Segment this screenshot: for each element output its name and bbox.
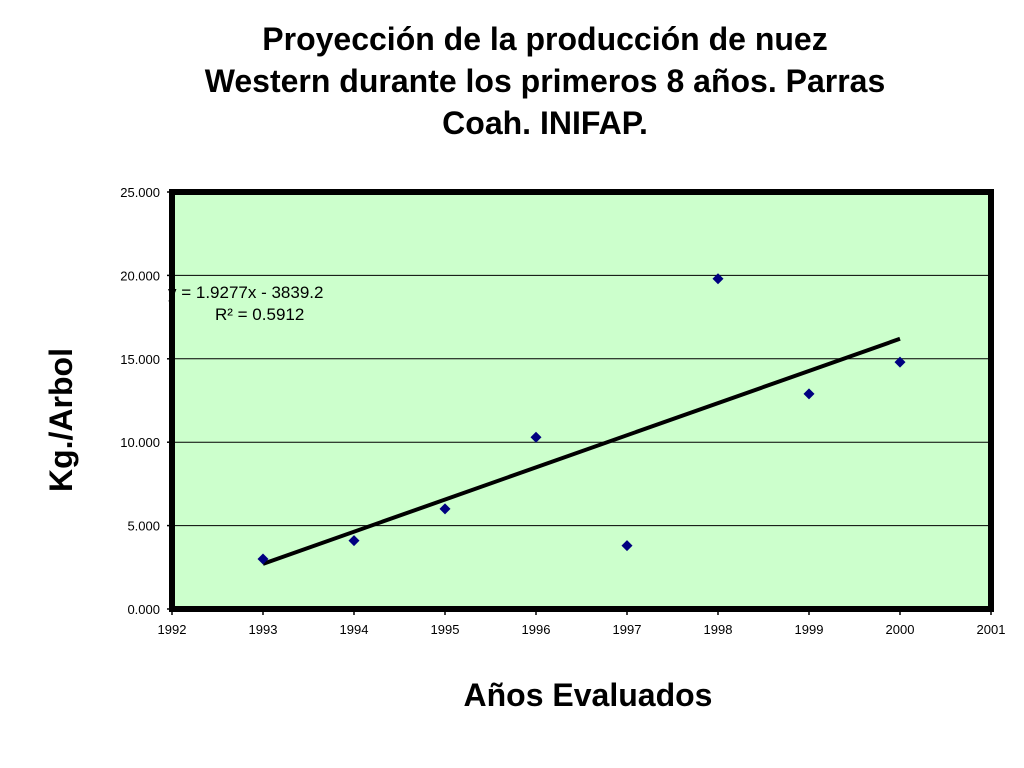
data-point-marker <box>439 503 451 515</box>
x-tick-label: 2000 <box>886 622 915 637</box>
data-point-marker <box>530 431 542 443</box>
chart-title: Proyección de la producción de nuez West… <box>100 18 990 144</box>
chart-title-line-1: Proyección de la producción de nuez <box>262 21 828 57</box>
trendline-r-squared: R² = 0.5912 <box>215 305 304 324</box>
x-tick-label: 1992 <box>158 622 187 637</box>
data-point-marker <box>894 356 906 368</box>
data-points <box>257 273 906 565</box>
y-axis-title: Kg./Arbol <box>43 348 79 492</box>
x-tick-label: 1993 <box>249 622 278 637</box>
data-point-marker <box>621 540 633 552</box>
data-point-marker <box>803 388 815 400</box>
trendline <box>262 336 901 566</box>
chart-title-line-2: Western durante los primeros 8 años. Par… <box>204 63 886 99</box>
x-axis-ticks: 1992 1993 1994 1995 1996 1997 1998 1999 2000 2001 <box>158 609 1006 637</box>
x-tick-label: 1995 <box>431 622 460 637</box>
trendline-equation: y = 1.9277x - 3839.2 <box>168 283 323 302</box>
data-point-marker <box>712 273 724 285</box>
grid-lines <box>172 274 991 527</box>
x-tick-label: 1996 <box>522 622 551 637</box>
x-tick-label: 2001 <box>977 622 1006 637</box>
y-tick-label: 15.000 <box>120 352 160 367</box>
y-tick-label: 0.000 <box>127 602 160 617</box>
data-point-marker <box>348 535 360 547</box>
y-tick-label: 10.000 <box>120 435 160 450</box>
y-tick-label: 20.000 <box>120 268 160 283</box>
x-tick-label: 1998 <box>704 622 733 637</box>
plot-area <box>172 192 991 609</box>
chart-title-line-3: Coah. INIFAP. <box>442 105 648 141</box>
x-tick-label: 1994 <box>340 622 369 637</box>
x-axis-title: Años Evaluados <box>464 677 713 713</box>
y-tick-label: 25.000 <box>120 185 160 200</box>
y-tick-label: 5.000 <box>127 519 160 534</box>
y-axis-ticks: 0.000 5.000 10.000 15.000 20.000 25.000 <box>120 185 172 617</box>
x-tick-label: 1997 <box>613 622 642 637</box>
data-point-marker <box>257 553 269 565</box>
x-tick-label: 1999 <box>795 622 824 637</box>
plot-frame <box>169 189 994 612</box>
